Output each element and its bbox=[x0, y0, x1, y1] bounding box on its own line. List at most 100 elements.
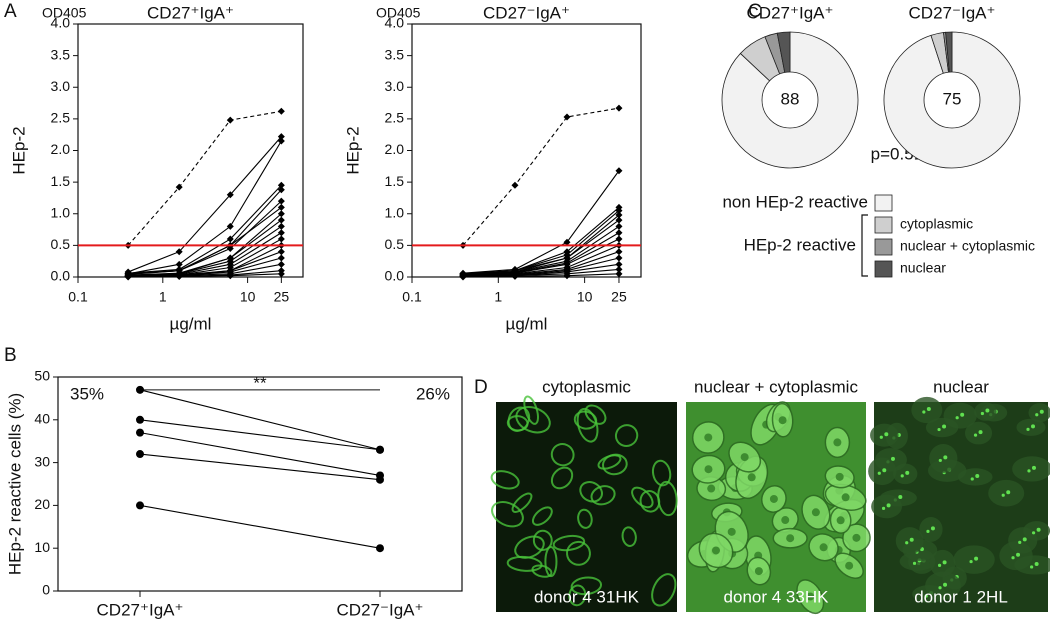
cell bbox=[544, 545, 558, 578]
nucleus bbox=[781, 516, 790, 525]
nucleus bbox=[747, 473, 756, 482]
nucleus bbox=[711, 546, 720, 555]
cell bbox=[631, 486, 654, 509]
y-tick-label: 0.0 bbox=[385, 268, 405, 284]
cell bbox=[911, 396, 943, 424]
cell bbox=[523, 395, 539, 425]
speckle bbox=[969, 559, 973, 564]
speckle bbox=[1018, 540, 1022, 544]
cell bbox=[943, 402, 977, 429]
cell bbox=[579, 481, 603, 503]
data-point bbox=[615, 270, 623, 278]
legend-label: nuclear bbox=[900, 260, 946, 276]
center-label: 88 bbox=[781, 89, 800, 108]
series-line bbox=[128, 232, 282, 277]
speckle bbox=[960, 412, 965, 417]
speckle bbox=[1026, 427, 1030, 431]
cell bbox=[506, 415, 529, 432]
y-tick-label: 10 bbox=[34, 539, 50, 555]
nucleus bbox=[845, 561, 854, 570]
pair-line bbox=[139, 432, 381, 476]
x-tick-label: 1 bbox=[494, 289, 502, 305]
center-label: 75 bbox=[943, 89, 962, 108]
data-point bbox=[226, 191, 234, 199]
pair-line bbox=[139, 453, 381, 481]
speckle bbox=[926, 529, 930, 534]
chart-title: CD27⁺IgA⁺ bbox=[747, 3, 834, 22]
cell bbox=[895, 527, 924, 555]
cell bbox=[568, 584, 587, 607]
data-point bbox=[376, 445, 384, 454]
cell bbox=[511, 492, 533, 513]
data-point bbox=[277, 186, 285, 194]
data-point bbox=[277, 210, 285, 218]
cell bbox=[621, 526, 637, 547]
speckle bbox=[955, 416, 959, 420]
nucleus bbox=[704, 465, 713, 474]
panel-label: B bbox=[4, 345, 17, 366]
speckle bbox=[877, 471, 881, 475]
cell bbox=[957, 468, 993, 486]
cell bbox=[532, 529, 553, 551]
speckle bbox=[1006, 490, 1011, 495]
series-line bbox=[463, 273, 619, 278]
nucleus bbox=[704, 433, 713, 442]
cell bbox=[893, 463, 918, 485]
pair-line bbox=[139, 389, 381, 451]
cell bbox=[965, 421, 993, 445]
speckle bbox=[974, 556, 979, 561]
speckle bbox=[1034, 561, 1039, 566]
nucleus bbox=[769, 494, 778, 503]
cell bbox=[597, 454, 622, 470]
data-point bbox=[175, 260, 183, 268]
x-tick-label: 1 bbox=[159, 289, 167, 305]
data-point bbox=[277, 197, 285, 205]
cell bbox=[577, 508, 593, 529]
nucleus bbox=[806, 592, 815, 601]
cell bbox=[566, 540, 591, 566]
cell bbox=[573, 410, 598, 430]
speckle bbox=[890, 456, 895, 461]
pie-hole bbox=[761, 71, 819, 129]
speckle bbox=[930, 526, 935, 531]
cell bbox=[1014, 555, 1050, 575]
speckle bbox=[943, 582, 948, 587]
nucleus bbox=[778, 416, 787, 425]
pie-hole bbox=[923, 71, 981, 129]
series-line bbox=[463, 268, 620, 277]
nucleus bbox=[819, 543, 828, 552]
group-label: HEp-2 reactive bbox=[744, 235, 856, 254]
cell bbox=[584, 404, 607, 425]
speckle bbox=[926, 407, 931, 412]
data-point bbox=[376, 475, 384, 484]
legend-swatch bbox=[874, 260, 893, 278]
series-line bbox=[127, 110, 282, 246]
pair-line bbox=[139, 419, 381, 451]
series-line bbox=[462, 214, 620, 276]
panel-label: A bbox=[4, 1, 17, 22]
data-point bbox=[136, 415, 144, 424]
legend-label: nuclear + cytoplasmic bbox=[900, 238, 1035, 254]
legend-swatch bbox=[874, 238, 893, 256]
cell bbox=[1012, 456, 1050, 482]
nucleus bbox=[852, 533, 861, 542]
speckle bbox=[1030, 565, 1034, 569]
data-point bbox=[615, 254, 623, 262]
series-line bbox=[128, 184, 282, 274]
nucleus bbox=[836, 516, 845, 525]
data-point bbox=[615, 104, 623, 112]
data-point bbox=[277, 181, 285, 189]
data-point bbox=[563, 272, 571, 280]
cell bbox=[550, 466, 574, 490]
speckle bbox=[1031, 465, 1036, 470]
y-tick-label: 50 bbox=[34, 368, 50, 384]
speckle bbox=[1016, 552, 1021, 557]
x-tick-label: CD27⁻IgA⁺ bbox=[337, 600, 424, 619]
x-tick-label: 10 bbox=[577, 289, 593, 305]
panel-label: D bbox=[474, 377, 488, 398]
cell bbox=[570, 576, 603, 596]
cell bbox=[953, 545, 995, 574]
cell bbox=[490, 470, 520, 490]
plot-frame bbox=[57, 376, 463, 592]
